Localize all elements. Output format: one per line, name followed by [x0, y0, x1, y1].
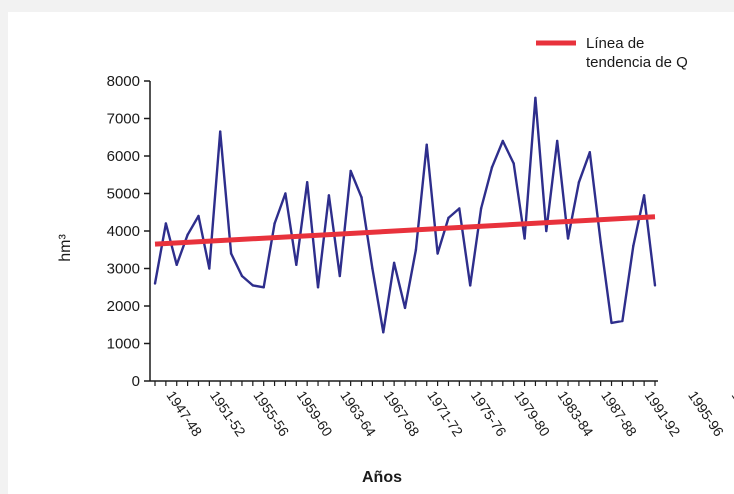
- y-tick-label: 5000: [107, 186, 140, 203]
- data-point: [273, 222, 276, 225]
- x-tick-label: 1987-88: [598, 388, 640, 440]
- x-tick-label: 1975-76: [468, 388, 510, 440]
- y-tick-label: 6000: [107, 148, 140, 165]
- data-point: [392, 261, 396, 265]
- data-point: [621, 319, 624, 323]
- data-point: [534, 96, 537, 100]
- data-point: [599, 241, 602, 244]
- data-point: [577, 181, 581, 184]
- data-point: [469, 284, 472, 287]
- data-point: [610, 321, 613, 325]
- x-tick-label: 1995-96: [685, 388, 727, 440]
- data-point: [555, 139, 559, 143]
- data-point: [382, 331, 385, 334]
- y-axis: 0 1000 2000 3000 4000 5000 6000 7000 8000: [107, 73, 151, 390]
- data-point: [208, 267, 211, 270]
- line-chart: 0 1000 2000 3000 4000 5000 6000 7000 8000 1947-4…: [57, 35, 734, 486]
- x-tick-label: 1959-60: [294, 388, 336, 440]
- data-point: [523, 237, 526, 240]
- data-point: [425, 143, 428, 146]
- chart-card: 0 1000 2000 3000 4000 5000 6000 7000 8000 1947-4…: [8, 12, 734, 494]
- data-point: [186, 233, 189, 236]
- data-point: [338, 274, 341, 278]
- x-tick-label: 1971-72: [424, 388, 466, 440]
- data-point: [240, 274, 244, 278]
- x-tick-label: 1999-00: [729, 388, 734, 440]
- data-point: [219, 130, 222, 133]
- x-tick-label: 1991-92: [642, 388, 684, 440]
- data-point: [262, 286, 265, 289]
- data-point: [175, 263, 178, 266]
- y-tick-label: 3000: [107, 261, 140, 278]
- data-point: [284, 192, 287, 195]
- x-axis: 1947-48 1951-52 1955-56 1959-60 1963-64 1967-…: [150, 380, 734, 440]
- data-point: [653, 284, 657, 287]
- data-point: [566, 237, 570, 240]
- y-tick-label: 8000: [107, 73, 140, 90]
- y-axis-title: hm³: [57, 234, 74, 262]
- data-point: [360, 196, 363, 199]
- x-axis-title: Años: [362, 469, 402, 486]
- x-tick-label: 1967-68: [381, 388, 423, 440]
- legend-trend-label-line2: tendencia de Q: [586, 54, 688, 71]
- data-point: [458, 207, 461, 210]
- data-point: [164, 222, 168, 225]
- data-point: [197, 214, 200, 218]
- x-tick-label: 1951-52: [207, 388, 249, 440]
- y-tick-label: 4000: [107, 223, 140, 240]
- data-point: [642, 194, 646, 197]
- data-point: [305, 181, 309, 184]
- x-tick-label: 1963-64: [337, 388, 379, 440]
- legend: Línea de tendencia de Q: [536, 35, 688, 71]
- data-point: [490, 166, 494, 169]
- data-point: [251, 284, 255, 287]
- data-point: [153, 282, 157, 285]
- trend-line: [154, 214, 656, 247]
- series-line-q: [153, 96, 657, 334]
- data-point: [349, 169, 352, 173]
- data-point: [545, 229, 548, 233]
- data-point: [403, 306, 407, 310]
- data-point: [501, 139, 505, 143]
- data-point: [414, 248, 418, 251]
- y-tick-label: 0: [132, 373, 140, 390]
- data-point: [371, 267, 374, 270]
- data-point: [447, 216, 450, 220]
- data-point: [588, 151, 591, 154]
- y-tick-label: 2000: [107, 298, 140, 315]
- legend-trend-label-line1: Línea de: [586, 35, 644, 52]
- data-point: [512, 162, 515, 165]
- data-point: [436, 252, 439, 255]
- data-point: [229, 252, 233, 255]
- data-point: [295, 263, 298, 266]
- data-point: [632, 244, 635, 248]
- data-point: [316, 286, 320, 289]
- x-tick-label: 1979-80: [511, 388, 553, 440]
- plot-area: [153, 96, 657, 334]
- x-tick-label: 1947-48: [163, 388, 205, 440]
- x-tick-label: 1955-56: [250, 388, 292, 440]
- y-tick-label: 7000: [107, 111, 140, 128]
- data-point: [327, 194, 331, 197]
- x-tick-label: 1983-84: [555, 388, 597, 440]
- y-tick-label: 1000: [107, 336, 140, 353]
- data-point: [479, 207, 483, 210]
